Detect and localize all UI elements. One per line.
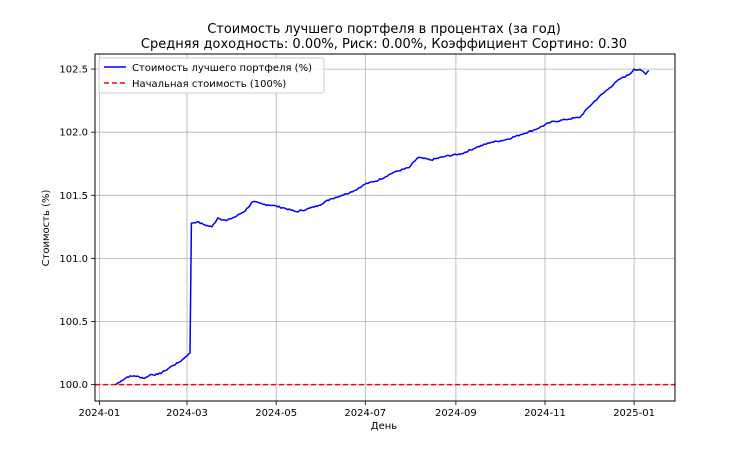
x-tick-label: 2024-09 bbox=[435, 408, 477, 419]
x-tick-label: 2024-03 bbox=[166, 408, 208, 419]
grid-lines bbox=[95, 54, 675, 401]
legend-box bbox=[98, 57, 325, 94]
y-tick-label: 102.0 bbox=[59, 128, 88, 139]
legend-label-portfolio: Стоимость лучшего портфеля (%) bbox=[132, 63, 312, 74]
axis-ticks: 2024-01 2024-03 2024-05 2024-07 2024-09 2024-… bbox=[59, 65, 655, 419]
y-tick-label: 102.5 bbox=[59, 65, 88, 76]
y-tick-label: 101.0 bbox=[59, 254, 88, 265]
y-tick-label: 100.0 bbox=[59, 380, 88, 391]
chart-subtitle: Средняя доходность: 0.00%, Риск: 0.00%, … bbox=[141, 37, 627, 52]
series-layer bbox=[95, 68, 675, 386]
y-tick-label: 101.5 bbox=[59, 191, 88, 202]
x-tick-label: 2024-07 bbox=[344, 408, 386, 419]
x-tick-label: 2025-01 bbox=[613, 408, 655, 419]
legend-label-initial: Начальная стоимость (100%) bbox=[132, 79, 286, 90]
x-tick-label: 2024-11 bbox=[524, 408, 566, 419]
chart-title: Стоимость лучшего портфеля в процентах (… bbox=[207, 22, 561, 37]
series-line-portfolio-value bbox=[115, 68, 650, 386]
plot-frame bbox=[94, 53, 676, 402]
legend: Стоимость лучшего портфеля (%) Начальная… bbox=[98, 57, 325, 94]
x-axis-label: День bbox=[371, 421, 398, 432]
y-tick-label: 100.5 bbox=[59, 317, 88, 328]
x-tick-label: 2024-05 bbox=[255, 408, 297, 419]
x-tick-label: 2024-01 bbox=[79, 408, 121, 419]
y-axis-label: Стоимость (%) bbox=[41, 190, 52, 267]
